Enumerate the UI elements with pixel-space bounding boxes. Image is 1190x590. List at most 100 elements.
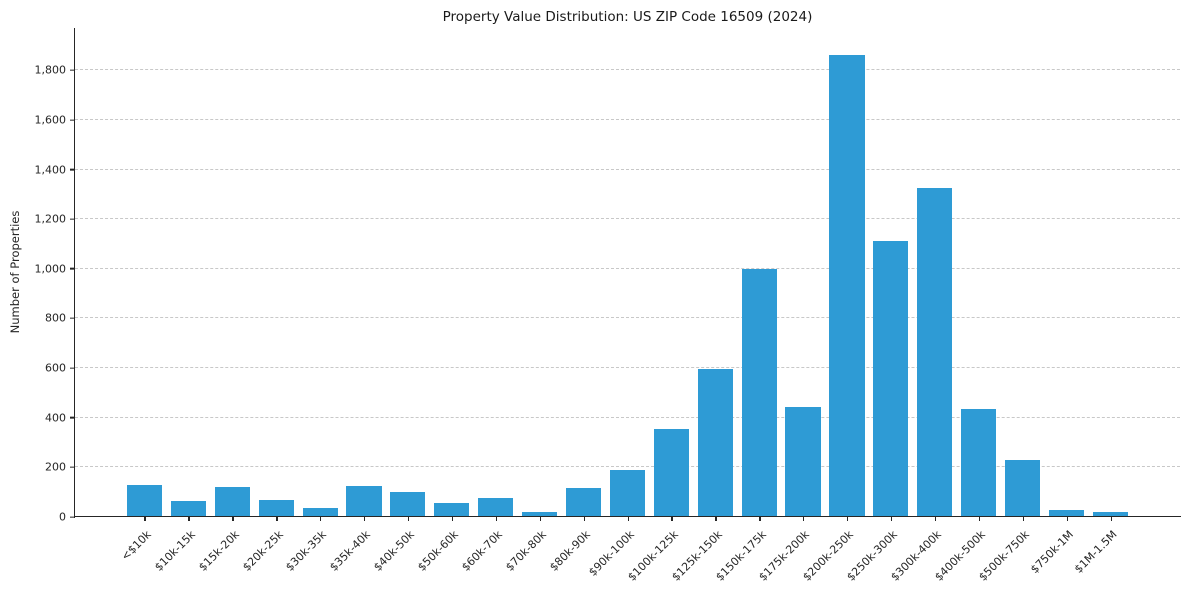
x-tick-mark (1110, 517, 1112, 521)
x-tick-labels: <$10k $10k-15k $15k-20k $20k-25k $30k-35k $35… (75, 523, 1180, 590)
grid-layer (75, 28, 1180, 517)
bar-slot (781, 28, 825, 517)
bar-slot (957, 28, 1001, 517)
y-tick-label: 800 (45, 311, 66, 325)
bar (1092, 512, 1128, 517)
y-tick-label: 1,800 (34, 63, 67, 77)
bar (1005, 459, 1041, 517)
x-tick-mark (144, 517, 146, 521)
x-tick-label: $60k-70k (459, 528, 505, 574)
bar (785, 406, 821, 517)
y-tick-label: 1,600 (34, 113, 67, 127)
y-tick-label: 400 (45, 411, 66, 425)
bar (346, 485, 382, 517)
bar-slot (605, 28, 649, 517)
x-tick-mark (803, 517, 805, 521)
bar-slot (254, 28, 298, 517)
x-tick-mark (715, 517, 717, 521)
bar (126, 484, 163, 517)
x-tick-label: $750k-1M (1027, 528, 1076, 576)
chart-title: Property Value Distribution: US ZIP Code… (442, 9, 813, 25)
x-tick-label: $70k-80k (503, 528, 549, 574)
y-tick-label: 1,200 (34, 212, 67, 226)
x-tick-mark (232, 517, 234, 521)
y-tick-mark (70, 268, 75, 270)
bar-slot (1001, 28, 1045, 517)
x-tick-mark (451, 517, 454, 521)
x-tick-mark (583, 517, 585, 521)
x-tick-mark (890, 517, 893, 521)
bar (653, 428, 689, 517)
bar (917, 188, 953, 517)
x-tick-label: $1M-1.5M (1072, 528, 1120, 576)
gridline (75, 69, 1180, 71)
x-tick-mark (364, 517, 366, 521)
x-tick-mark (188, 517, 190, 521)
bar-slot (123, 28, 167, 517)
gridline (75, 267, 1180, 269)
x-tick-mark (847, 517, 849, 521)
bar (1048, 509, 1085, 517)
bar (873, 241, 909, 517)
bar (565, 488, 602, 517)
bar-slot (869, 28, 913, 517)
y-tick-mark (70, 417, 75, 419)
x-tick-mark (627, 517, 629, 521)
bar (478, 498, 514, 517)
y-tick-label: 600 (45, 361, 66, 375)
x-tick-label: $20k-25k (239, 528, 286, 574)
y-tick-mark (70, 119, 75, 121)
x-tick-mark (495, 517, 498, 521)
plot-area (70, 28, 1180, 521)
bar-slot (649, 28, 693, 517)
gridline (75, 317, 1180, 319)
y-tick-label: 200 (45, 460, 66, 474)
bar-slot (474, 28, 518, 517)
bar-slot (430, 28, 474, 517)
bar-slot (210, 28, 254, 517)
gridline (75, 466, 1180, 468)
bar-slot (166, 28, 210, 517)
y-tick-mark (70, 516, 75, 518)
x-tick-mark (407, 517, 410, 521)
x-tick-label: <$10k (118, 528, 154, 564)
bar-slot (1088, 28, 1132, 517)
x-tick-label: $15k-20k (195, 528, 242, 574)
bar (697, 369, 733, 517)
x-tick-mark (1022, 517, 1024, 521)
bars-layer (75, 28, 1180, 517)
bar (961, 409, 997, 517)
y-tick-mark (70, 466, 75, 469)
x-tick-label: $30k-35k (283, 528, 330, 574)
y-tick-mark (70, 367, 75, 369)
x-tick-label: $40k-50k (371, 528, 418, 574)
bar (609, 469, 645, 517)
x-tick-label: $80k-90k (547, 528, 593, 574)
bar (258, 499, 294, 517)
bar-slot (298, 28, 342, 517)
bar (214, 487, 250, 517)
bar-slot (825, 28, 869, 517)
bar-slot (518, 28, 562, 517)
x-tick-mark (1066, 517, 1068, 521)
bar-slot (386, 28, 430, 517)
y-tick-label: 1,400 (34, 163, 67, 176)
x-tick-mark (759, 517, 761, 521)
bar (390, 492, 426, 517)
y-tick-mark (70, 218, 75, 220)
bar (302, 508, 338, 517)
x-axis (74, 516, 1181, 518)
x-tick-label: $50k-60k (415, 528, 462, 574)
bar (741, 268, 777, 517)
ticks-layer (70, 28, 1180, 521)
gridline (75, 218, 1180, 220)
bar (829, 55, 865, 517)
x-tick-mark (978, 517, 981, 521)
bar-slot (693, 28, 737, 517)
gridline (75, 168, 1180, 170)
bar (522, 512, 558, 517)
gridline (75, 416, 1180, 418)
bar-slot (913, 28, 957, 517)
y-tick-label: 1,000 (34, 262, 67, 276)
